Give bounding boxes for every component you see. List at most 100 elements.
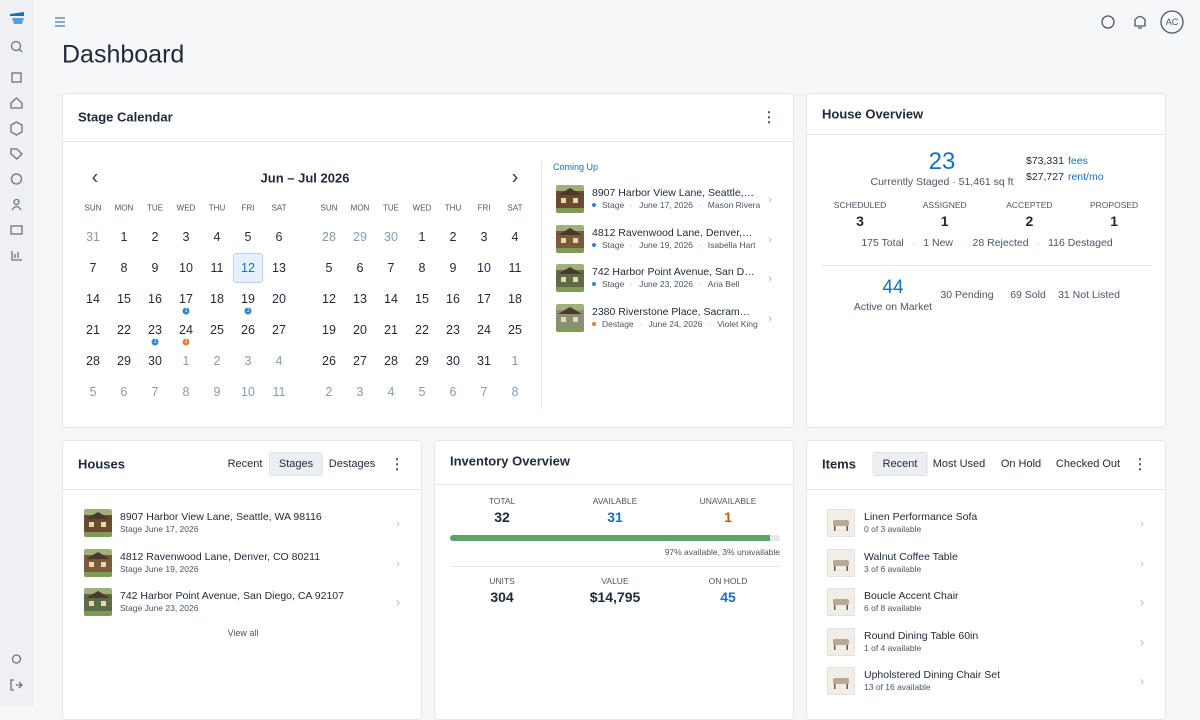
chart-icon[interactable] [11, 251, 22, 261]
tab[interactable]: Stages [268, 452, 324, 476]
tab[interactable]: Checked Out [1055, 458, 1121, 470]
calendar-day[interactable]: 26 [241, 323, 255, 337]
calendar-day[interactable]: 31 [477, 354, 491, 368]
calendar-day[interactable]: 13 [272, 261, 286, 275]
calendar-day[interactable]: 8 [182, 385, 190, 399]
calendar-day[interactable]: 16 [148, 292, 162, 306]
calendar-day[interactable]: 4 [213, 230, 221, 244]
coming-up-address[interactable]: 2380 Riverstone Place, Sacramento, CA 95… [592, 305, 755, 318]
chevron[interactable]: › [767, 191, 773, 207]
calendar-day[interactable]: 2 [151, 230, 159, 244]
calendar-day[interactable]: 28 [322, 230, 336, 244]
prev-month-button[interactable]: ‹ [91, 166, 99, 189]
calendar-day[interactable]: 7 [480, 385, 488, 399]
calendar-day[interactable]: 24 [477, 323, 491, 337]
calendar-day[interactable]: 10 [241, 385, 255, 399]
calendar-day[interactable]: 6 [275, 230, 283, 244]
calendar-day[interactable]: 29 [415, 354, 429, 368]
calendar-day[interactable]: 25 [508, 323, 522, 337]
logout-icon[interactable] [10, 679, 23, 691]
item-name[interactable]: Upholstered Dining Chair Set [864, 669, 1000, 681]
calendar-day[interactable]: 14 [384, 292, 398, 306]
tab[interactable]: Recent [227, 458, 263, 470]
calendar-day[interactable]: 19 [241, 292, 255, 306]
house-address[interactable]: 742 Harbor Point Avenue, San Diego, CA 9… [120, 590, 344, 602]
item-name[interactable]: Round Dining Table 60in [864, 629, 979, 642]
calendar-day[interactable]: 1 [511, 354, 519, 368]
calendar-day[interactable]: 23 [148, 323, 162, 337]
calendar-day[interactable]: 29 [117, 354, 131, 368]
calendar-day[interactable]: 1 [418, 230, 426, 244]
next-month-button[interactable]: › [511, 166, 519, 189]
calendar-day[interactable]: 12 [322, 292, 336, 306]
calendar-day[interactable]: 30 [148, 354, 162, 368]
coming-up-address[interactable]: 742 Harbor Point Avenue, San Diego, CA 9… [592, 266, 755, 278]
more-button[interactable]: ⋮ [762, 108, 776, 125]
menu-button[interactable] [55, 17, 65, 27]
chevron[interactable]: › [767, 310, 773, 325]
more-button[interactable]: ⋮ [1133, 455, 1147, 472]
house-address[interactable]: 4812 Ravenwood Lane, Denver, CO 80211 [120, 550, 321, 563]
tag-icon[interactable] [10, 148, 23, 160]
box-icon[interactable] [10, 121, 23, 136]
item-name[interactable]: Boucle Accent Chair [864, 590, 959, 602]
calendar-day[interactable]: 4 [275, 354, 283, 368]
calendar-day[interactable]: 8 [511, 385, 519, 399]
calendar-day[interactable]: 28 [86, 354, 100, 368]
calendar-day[interactable]: 16 [446, 292, 460, 306]
calendar-day[interactable]: 11 [508, 261, 522, 275]
tab[interactable]: Recent [872, 452, 928, 476]
avatar-button[interactable] [1160, 10, 1184, 34]
chevron[interactable]: › [1139, 673, 1145, 689]
calendar-day[interactable]: 15 [117, 292, 131, 306]
calendar-day[interactable]: 30 [446, 354, 460, 368]
calendar-day[interactable]: 3 [244, 354, 252, 368]
calendar-day[interactable]: 17 [179, 292, 193, 306]
home-icon[interactable] [10, 97, 23, 109]
coming-up-address[interactable]: 8907 Harbor View Lane, Seattle, WA 98116 [592, 187, 755, 199]
calendar-day[interactable]: 21 [86, 323, 100, 337]
calendar-day[interactable]: 10 [477, 261, 491, 275]
calendar-day[interactable]: 18 [210, 292, 224, 306]
calendar-day[interactable]: 20 [272, 292, 286, 306]
calendar-day[interactable]: 1 [120, 230, 128, 244]
calendar-day[interactable]: 11 [210, 261, 224, 275]
calendar-day[interactable]: 15 [415, 292, 429, 306]
calendar-day[interactable]: 3 [480, 230, 488, 244]
calendar-day[interactable]: 2 [325, 385, 333, 399]
calendar-day[interactable]: 22 [415, 323, 429, 337]
calendar-day[interactable]: 9 [449, 261, 457, 275]
calendar-day[interactable]: 5 [244, 230, 252, 244]
calendar-day[interactable]: 8 [418, 261, 426, 275]
calendar-day[interactable]: 27 [272, 323, 286, 337]
calendar-day[interactable]: 8 [120, 261, 128, 275]
calendar-day[interactable]: 18 [508, 292, 522, 306]
chevron[interactable]: › [1139, 555, 1145, 570]
calendar-day[interactable]: 29 [353, 230, 367, 244]
calendar-day[interactable]: 23 [446, 323, 460, 337]
calendar-day[interactable]: 4 [387, 385, 395, 399]
calendar-day[interactable]: 19 [322, 323, 336, 337]
calendar-day[interactable]: 7 [151, 385, 159, 399]
user-icon[interactable] [13, 198, 20, 206]
calendar-day[interactable]: 9 [213, 385, 221, 399]
calendar-day[interactable]: 6 [449, 385, 457, 399]
coming-up-address[interactable]: 4812 Ravenwood Lane, Denver, CO 80211 [592, 226, 755, 239]
calendar-day[interactable]: 9 [151, 261, 159, 275]
calendar-day[interactable]: 22 [117, 323, 131, 337]
chevron[interactable]: › [1139, 515, 1145, 531]
calendar-day[interactable]: 2 [449, 230, 457, 244]
calendar-day[interactable]: 11 [272, 385, 286, 399]
tab[interactable]: Most Used [932, 458, 986, 470]
chevron[interactable]: › [767, 231, 773, 246]
calendar-day[interactable]: 1 [182, 354, 190, 368]
calendar-day[interactable]: 7 [89, 261, 97, 275]
calendar-day[interactable]: 7 [387, 261, 395, 275]
calendar-day[interactable]: 3 [356, 385, 364, 399]
chevron[interactable]: › [395, 555, 401, 570]
chevron[interactable]: › [395, 515, 401, 531]
more-button[interactable]: ⋮ [390, 455, 404, 472]
calendar-day[interactable]: 5 [325, 261, 333, 275]
calendar-day[interactable]: 6 [120, 385, 128, 399]
card-icon[interactable] [10, 225, 23, 235]
